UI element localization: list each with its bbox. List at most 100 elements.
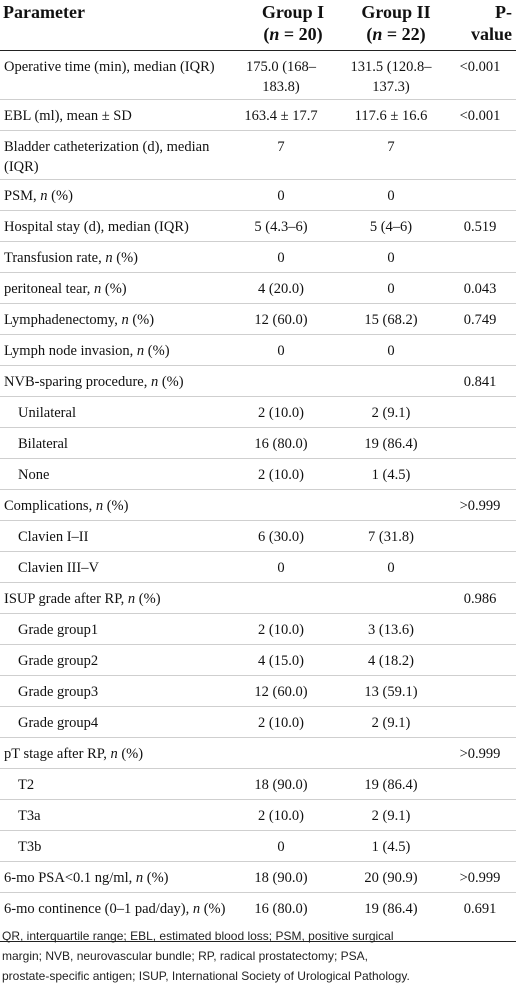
table-row: Clavien III–V 0 0: [0, 552, 516, 583]
row-group2-value: 0: [387, 188, 395, 204]
row-parameter: Complications, n (%): [4, 498, 129, 514]
table-row: Bilateral 16 (80.0) 19 (86.4): [0, 428, 516, 459]
row-parameter: T3b: [18, 839, 42, 855]
row-group1-value: 163.4 ± 17.7: [244, 108, 318, 124]
row-parameter: Hospital stay (d), median (IQR): [4, 219, 189, 235]
row-parameter: Clavien I–II: [18, 529, 89, 545]
row-p-value: <0.001: [459, 108, 501, 124]
row-parameter: Bilateral: [18, 436, 68, 452]
table-header: Parameter Group I (n = 20) Group II (n =…: [0, 0, 516, 51]
row-group2-value: 3 (13.6): [368, 622, 414, 638]
header-parameter: Parameter: [3, 2, 85, 22]
row-group2-value: 117.6 ± 16.6: [354, 108, 428, 124]
table-row: Grade group4 2 (10.0) 2 (9.1): [0, 707, 516, 738]
row-group1-value: 12 (60.0): [254, 684, 308, 700]
header-group1: Group I (n = 20): [238, 1, 348, 45]
header-p-line2: value: [470, 24, 512, 44]
row-group1-value: 2 (10.0): [258, 808, 304, 824]
header-group1-n: (n = 20): [263, 24, 323, 44]
row-group1-value: 0: [277, 839, 285, 855]
header-p-value: P- value: [448, 1, 512, 45]
header-p-line1: P-: [495, 2, 512, 22]
row-group2-value: 19 (86.4): [364, 777, 418, 793]
row-parameter: Grade group3: [18, 684, 99, 700]
row-group1-value: 2 (10.0): [258, 715, 304, 731]
row-group1-value: 4 (15.0): [258, 653, 304, 669]
row-parameter: Transfusion rate, n (%): [4, 250, 138, 266]
row-parameter: peritoneal tear, n (%): [4, 281, 127, 297]
row-group2-value: 131.5 (120.8–137.3): [350, 59, 432, 95]
row-group2-value: 2 (9.1): [371, 715, 411, 731]
row-group2-value: 0: [387, 281, 395, 297]
row-group2-value: 5 (4–6): [369, 219, 413, 235]
table-row: T2 18 (90.0) 19 (86.4): [0, 769, 516, 800]
table-row: Unilateral 2 (10.0) 2 (9.1): [0, 397, 516, 428]
row-p-value: >0.999: [459, 870, 501, 886]
row-parameter: NVB-sparing procedure, n (%): [4, 374, 184, 390]
row-parameter: Grade group1: [18, 622, 99, 638]
row-parameter: Lymphadenectomy, n (%): [4, 312, 155, 328]
row-p-value: <0.001: [459, 59, 501, 75]
row-p-value: 0.691: [463, 901, 497, 917]
header-group2-n: (n = 22): [366, 24, 426, 44]
row-parameter: None: [18, 467, 50, 483]
row-group1-value: 2 (10.0): [258, 467, 304, 483]
row-parameter: Grade group4: [18, 715, 99, 731]
row-p-value: 0.749: [463, 312, 497, 328]
row-parameter: T2: [18, 777, 35, 793]
table-row: Grade group3 12 (60.0) 13 (59.1): [0, 676, 516, 707]
row-parameter: 6-mo PSA<0.1 ng/ml, n (%): [4, 870, 169, 886]
footnote-line: prostate-specific antigen; ISUP, Interna…: [2, 969, 410, 983]
row-group1-value: 6 (30.0): [258, 529, 304, 545]
row-parameter: Bladder catheterization (d), median (IQR…: [4, 139, 210, 175]
row-group2-value: 19 (86.4): [364, 436, 418, 452]
row-parameter: T3a: [18, 808, 41, 824]
row-group2-value: 2 (9.1): [371, 405, 411, 421]
row-parameter: Grade group2: [18, 653, 99, 669]
table-row: T3a 2 (10.0) 2 (9.1): [0, 800, 516, 831]
row-parameter: pT stage after RP, n (%): [4, 746, 144, 762]
row-group2-value: 19 (86.4): [364, 901, 418, 917]
row-group1-value: 16 (80.0): [254, 901, 308, 917]
table-row: Transfusion rate, n (%) 0 0: [0, 242, 516, 273]
row-p-value: 0.043: [463, 281, 497, 297]
row-group1-value: 0: [277, 560, 285, 576]
row-group2-value: 20 (90.9): [364, 870, 418, 886]
row-group2-value: 4 (18.2): [368, 653, 414, 669]
table-row: Grade group1 2 (10.0) 3 (13.6): [0, 614, 516, 645]
row-group1-value: 0: [277, 343, 285, 359]
row-group2-value: 7: [387, 139, 395, 155]
table-row: PSM, n (%) 0 0: [0, 180, 516, 211]
row-group1-value: 2 (10.0): [258, 622, 304, 638]
table-row: T3b 0 1 (4.5): [0, 831, 516, 862]
row-group2-value: 0: [387, 560, 395, 576]
row-group2-value: 1 (4.5): [371, 467, 411, 483]
row-group1-value: 4 (20.0): [258, 281, 304, 297]
row-parameter: EBL (ml), mean ± SD: [4, 108, 132, 124]
row-group1-value: 18 (90.0): [254, 870, 308, 886]
row-group1-value: 175.0 (168–183.8): [245, 59, 317, 95]
row-group2-value: 13 (59.1): [364, 684, 418, 700]
row-group2-value: 7 (31.8): [368, 529, 414, 545]
table-row: Hospital stay (d), median (IQR) 5 (4.3–6)…: [0, 211, 516, 242]
row-parameter: Unilateral: [18, 405, 76, 421]
table-row: Clavien I–II 6 (30.0) 7 (31.8): [0, 521, 516, 552]
table-row: Lymphadenectomy, n (%) 12 (60.0) 15 (68.2)…: [0, 304, 516, 335]
row-parameter: 6-mo continence (0–1 pad/day), n (%): [4, 901, 226, 917]
table-row: Grade group2 4 (15.0) 4 (18.2): [0, 645, 516, 676]
row-group1-value: 12 (60.0): [254, 312, 308, 328]
header-group2: Group II (n = 22): [348, 1, 444, 45]
table-body: Operative time (min), median (IQR) 175.0 …: [0, 51, 516, 942]
table-row: peritoneal tear, n (%) 4 (20.0) 0 0.043: [0, 273, 516, 304]
footnote-line: margin; NVB, neurovascular bundle; RP, r…: [2, 949, 368, 963]
results-table: Parameter Group I (n = 20) Group II (n =…: [0, 0, 516, 942]
row-p-value: 0.519: [463, 219, 497, 235]
header-group2-name: Group II: [361, 2, 431, 22]
table-row: Complications, n (%) >0.999: [0, 490, 516, 521]
row-p-value: 0.986: [463, 591, 497, 607]
row-group1-value: 5 (4.3–6): [254, 219, 308, 235]
table-footnote: QR, interquartile range; EBL, estimated …: [0, 924, 516, 988]
row-group2-value: 0: [387, 250, 395, 266]
row-parameter: Operative time (min), median (IQR): [4, 59, 215, 75]
row-group2-value: 1 (4.5): [371, 839, 411, 855]
